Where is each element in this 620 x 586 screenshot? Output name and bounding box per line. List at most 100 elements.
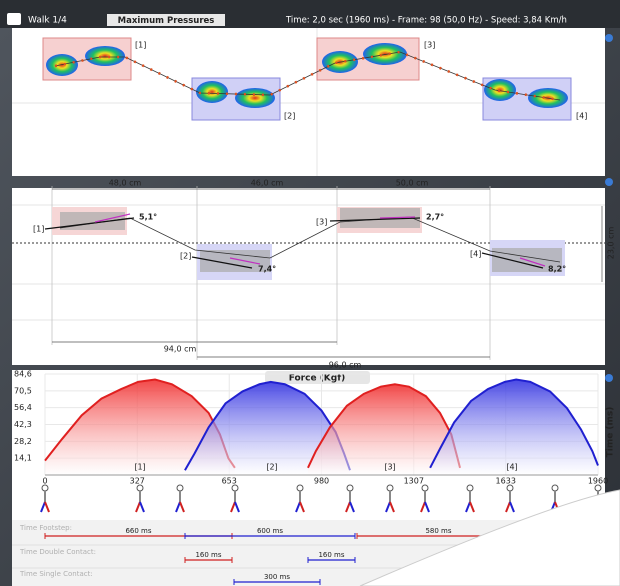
walker-leg (509, 501, 515, 513)
timing-value: 600 ms (257, 527, 283, 535)
chart-title: Force (Kgf) (289, 374, 346, 384)
walker-leg (505, 501, 511, 513)
y-tick-label: 70,5 (14, 386, 32, 395)
force-area (184, 381, 350, 475)
walk-info: Time: 2,0 sec (1960 ms) - Frame: 98 (50,… (285, 16, 567, 26)
walker-leg (175, 501, 181, 513)
logo (7, 13, 21, 25)
step-label: [3] (384, 463, 395, 472)
timing-value: 160 ms (195, 551, 221, 559)
distance-label: [1] (33, 225, 44, 234)
step-length: 50,0 cm (396, 179, 429, 188)
walker-leg (385, 501, 391, 513)
walker-head (551, 484, 559, 492)
timing-label: Time Double Contact: (19, 548, 96, 556)
walker-leg (349, 501, 355, 513)
step-label: [4] (506, 463, 517, 472)
y-tick-label: 28,2 (14, 437, 32, 446)
footprint-label: [4] (576, 112, 587, 121)
walker-icon (175, 484, 185, 513)
timing-value: 660 ms (125, 527, 151, 535)
distance-label: [4] (470, 250, 481, 259)
walker-leg (424, 501, 430, 513)
footprint-label: [3] (424, 41, 435, 50)
walker-icon (230, 484, 240, 513)
force-area (45, 379, 235, 475)
y-tick-label: 42,3 (14, 420, 32, 429)
x-tick-label: 1960 (588, 477, 608, 486)
foot-angle: 5,1° (139, 213, 157, 222)
distance-panel (12, 178, 613, 365)
step-label: [2] (266, 463, 277, 472)
walk-title: Walk 1/4 (28, 16, 67, 26)
stride-length: 94,0 cm (164, 345, 197, 354)
distance-label: [3] (316, 218, 327, 227)
walker-head (296, 484, 304, 492)
walker-head (421, 484, 429, 492)
view-name: Maximum Pressures (118, 16, 215, 26)
x-tick-label: 327 (130, 477, 145, 486)
view-tab[interactable] (107, 14, 225, 26)
timing-value: 580 ms (425, 527, 451, 535)
step-length: 48,0 cm (109, 179, 142, 188)
x-tick-label: 980 (314, 477, 329, 486)
foot-angle: 8,2° (548, 265, 566, 274)
walker-head (41, 484, 49, 492)
x-tick-label: 1633 (496, 477, 516, 486)
walker-icon (40, 484, 50, 513)
distance-label: [2] (180, 252, 191, 261)
y-tick-label: 84,6 (14, 370, 32, 379)
walker-leg (469, 501, 475, 513)
timing-value: 160 ms (318, 551, 344, 559)
walker-leg (389, 501, 395, 513)
footprint-label: [1] (135, 41, 146, 50)
walker-leg (299, 501, 305, 513)
x-tick-label: 1307 (404, 477, 424, 486)
walker-leg (345, 501, 351, 513)
walker-leg (465, 501, 471, 513)
walker-icon (385, 484, 395, 513)
step-length: 46,0 cm (251, 179, 284, 188)
walker-icon (465, 484, 475, 513)
walker-leg (179, 501, 185, 513)
walker-head (466, 484, 474, 492)
walker-head (386, 484, 394, 492)
stride-length: 96,0 cm (329, 361, 362, 370)
walker-head (136, 484, 144, 492)
walker-leg (40, 501, 46, 513)
x-tick-label: 653 (222, 477, 237, 486)
walker-icon (505, 484, 515, 513)
walker-leg (295, 501, 301, 513)
timing-label: Time Footstep: (19, 524, 72, 532)
timing-label: Time Single Contact: (19, 570, 93, 578)
foot-angle: 7,4° (258, 265, 276, 274)
walker-leg (44, 501, 50, 513)
y-tick-label: 14,1 (14, 454, 32, 463)
walker-head (231, 484, 239, 492)
walker-leg (135, 501, 141, 513)
walker-leg (420, 501, 426, 513)
walker-head (506, 484, 514, 492)
walker-icon (135, 484, 145, 513)
y-tick-label: 56,4 (14, 403, 32, 412)
footprint-panel (12, 28, 613, 176)
walker-leg (234, 501, 240, 513)
force-area (430, 379, 598, 475)
force-line (429, 378, 599, 469)
toolbar (0, 0, 620, 28)
walker-head (176, 484, 184, 492)
walker-head (594, 484, 602, 492)
axis-title: Time (ms) (606, 407, 616, 458)
footprint-label: [2] (284, 112, 295, 121)
walker-head (346, 484, 354, 492)
walker-icon (295, 484, 305, 513)
page-curl (359, 489, 620, 586)
step-label: [1] (134, 463, 145, 472)
walker-leg (230, 501, 236, 513)
foot-angle: 2,7° (426, 213, 444, 222)
base-width: 23,0 cm (607, 227, 616, 260)
walker-leg (139, 501, 145, 513)
walker-icon (345, 484, 355, 513)
x-tick-label: 0 (42, 477, 47, 486)
